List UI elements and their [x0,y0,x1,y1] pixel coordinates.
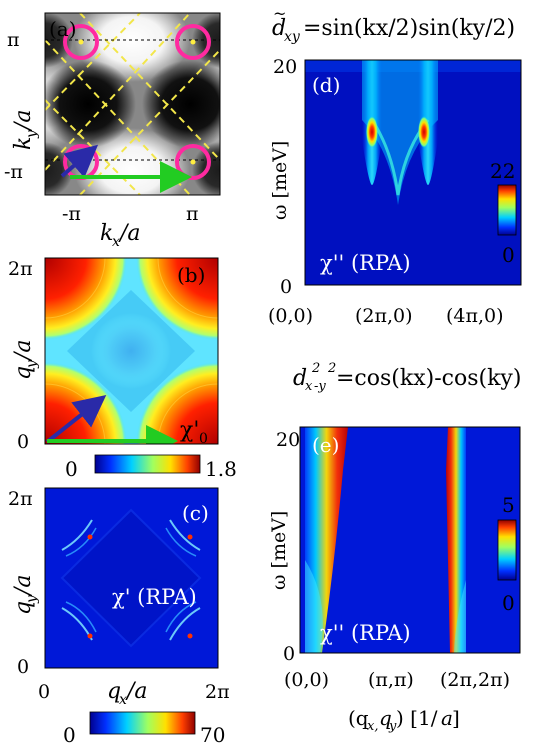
svg-text:k: k [100,221,113,246]
panel-b-ytick-top: 2π [8,258,33,280]
panel-c-colorbar [89,711,196,735]
panel-d-colorbar-min: 0 [502,243,515,267]
panel-e-xlabel: (q x, q y ) [1/ a ] [348,706,460,734]
panel-d-inner-label: χ'' (RPA) [320,251,411,275]
panel-b-colorbar-max: 1.8 [205,457,237,481]
panel-c-xtick-left: 0 [38,681,50,703]
svg-text:q: q [107,679,121,704]
svg-text:-y: -y [314,379,326,394]
panel-d-ylabel: ω [meV] [269,141,291,220]
panel-a-xtick-right: π [186,203,199,225]
svg-text:2: 2 [327,361,336,376]
svg-text:x: x [305,379,313,394]
panel-c-colorbar-min: 0 [63,723,76,747]
panel-b: (b) χ' 0 2π 0 q y /a 0 1.8 [8,257,237,481]
svg-text:d: d [293,366,307,391]
panel-d-xtick-0: (0,0) [268,305,313,327]
panel-d-ytick-top: 20 [273,56,297,78]
nesting-arrow-blue [60,144,99,178]
panel-a-xlabel: k x /a [100,221,141,250]
svg-text:a: a [441,706,453,730]
svg-text:x: x [119,692,127,708]
svg-text:x,: x, [367,719,378,734]
panel-c: (c) χ' (RPA) 2π 0 0 2π q x /a q y /a 0 7… [8,487,230,747]
panel-e-tag: (e) [312,433,339,457]
panel-e: d x 2 -y 2 =cos(kx)-cos(ky) (e) χ'' (RPA… [268,361,521,734]
svg-text:/a: /a [118,221,141,246]
panel-a-xtick-left: -π [62,203,81,225]
svg-text:~: ~ [273,4,286,23]
svg-text:/a: /a [11,339,36,362]
svg-text:q: q [379,706,392,730]
svg-text:) [1/: ) [1/ [396,706,438,730]
svg-text:k: k [11,137,36,150]
svg-text:2: 2 [311,361,320,376]
panel-c-ytick-top: 2π [8,488,33,510]
panel-d-ytick-bottom: 0 [280,276,292,298]
panel-e-xtick-1: (π,π) [368,669,414,691]
panel-e-title: d x 2 -y 2 =cos(kx)-cos(ky) [293,361,521,394]
panel-e-inner-label: χ'' (RPA) [320,621,411,645]
panel-a-ytick-bottom: -π [4,161,23,183]
svg-text:(q: (q [348,706,369,730]
panel-d-colorbar-max: 22 [490,159,515,183]
panel-b-ytick-bottom: 0 [17,431,29,453]
svg-text:/a: /a [11,109,36,132]
svg-text:χ': χ' [180,418,199,443]
svg-text:]: ] [452,706,460,730]
panel-a-ytick-top: π [7,29,20,51]
panel-e-colorbar-max: 5 [502,493,515,517]
panel-e-colorbar [497,519,517,581]
panel-d-colorbar [497,184,517,236]
panel-b-colorbar-min: 0 [65,457,78,481]
panel-a-tag: (a) [49,17,77,41]
panel-d-title: d ~ xy =sin(kx/2)sin(ky/2) [272,4,515,45]
panel-a-ylabel: k y /a [11,109,40,150]
panel-c-tag: (c) [182,501,209,525]
svg-text:d: d [272,16,286,41]
panel-a: (a) π -π -π π k x /a k y /a [4,12,221,250]
panel-e-ylabel: ω [meV] [268,511,290,590]
svg-text:0: 0 [199,431,208,447]
panel-e-ytick-top: 20 [276,429,300,451]
nesting-arrow-blue-b [45,395,107,444]
panel-b-ylabel: q y /a [11,339,40,380]
svg-text:/a: /a [125,679,148,704]
svg-text:y: y [24,359,40,369]
svg-text:/a: /a [11,574,36,597]
panel-c-ylabel: q y /a [11,574,40,615]
svg-text:y: y [24,594,40,604]
panel-c-inner-label: χ' (RPA) [112,585,197,609]
panel-d: d ~ xy =sin(kx/2)sin(ky/2) (d) χ'' (RPA)… [268,4,522,327]
svg-text:=cos(kx)-cos(ky): =cos(kx)-cos(ky) [336,366,521,391]
svg-text:q: q [11,601,36,615]
panel-e-xtick-0: (0,0) [284,669,329,691]
panel-e-colorbar-min: 0 [502,591,515,615]
svg-text:xy: xy [284,29,301,45]
panel-e-ytick-bottom: 0 [283,643,295,665]
svg-text:y: y [388,719,397,734]
svg-text:q: q [11,366,36,380]
svg-text:y: y [24,129,40,139]
panel-b-tag: (b) [177,263,205,287]
svg-text:x: x [112,234,120,250]
panel-d-xtick-2: (4π,0) [446,305,504,327]
panel-c-colorbar-max: 70 [200,723,225,747]
black-dashed-lines [45,39,220,161]
panel-d-xtick-1: (2π,0) [355,305,413,327]
panel-c-xtick-right: 2π [205,681,230,703]
panel-c-ytick-bottom: 0 [17,656,29,678]
panel-b-colorbar [94,454,201,474]
panel-c-xlabel: q x /a [107,679,148,708]
panel-d-tag: (d) [312,73,340,97]
panel-e-xtick-2: (2π,2π) [440,669,510,691]
panel-b-chi-label: χ' 0 [180,418,208,447]
yellow-dashed-lines [45,13,220,195]
svg-text:=sin(kx/2)sin(ky/2): =sin(kx/2)sin(ky/2) [303,16,515,41]
